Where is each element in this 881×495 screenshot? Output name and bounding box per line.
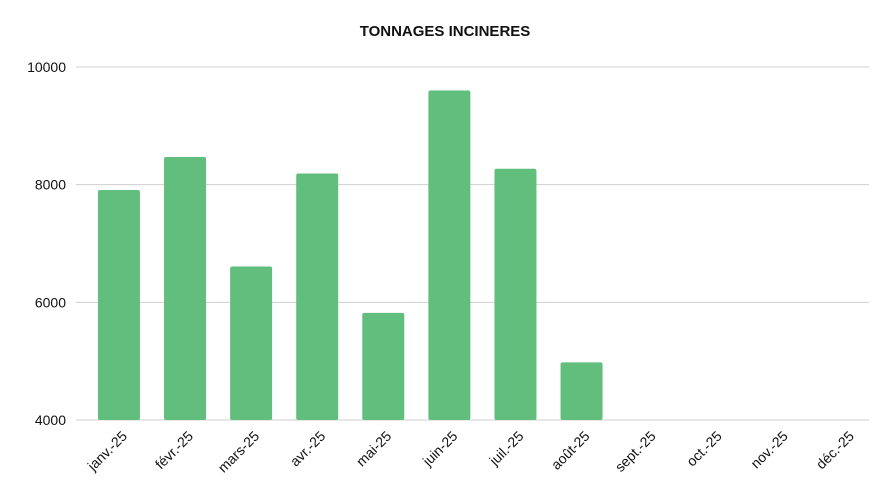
bar-3	[230, 266, 273, 420]
x-tick-label: oct.-25	[683, 428, 725, 470]
bar-5	[362, 312, 405, 420]
bar-4	[296, 173, 339, 420]
x-tick-label: sept.-25	[612, 428, 659, 475]
y-tick-label: 10000	[27, 59, 66, 75]
y-tick-label: 4000	[35, 412, 66, 428]
bar-8	[560, 362, 603, 420]
y-tick-label: 8000	[35, 177, 66, 193]
gridlines	[76, 66, 869, 421]
x-tick-label: mars-25	[215, 428, 263, 476]
x-tick-label: août-25	[548, 428, 593, 473]
y-tick-label: 6000	[35, 294, 66, 310]
x-tick-label: janv.-25	[84, 428, 131, 475]
bar-7	[494, 168, 537, 420]
y-axis-ticks: 4000 6000 8000 10000	[27, 59, 66, 428]
bar-6	[428, 90, 471, 421]
x-tick-label: mai-25	[353, 428, 395, 470]
x-tick-label: juin-25	[419, 428, 461, 470]
x-tick-label: nov.-25	[747, 428, 791, 472]
x-tick-label: juil.-25	[485, 428, 526, 469]
bars	[97, 90, 603, 421]
x-tick-label: févr.-25	[152, 428, 196, 472]
bar-1	[97, 189, 140, 420]
chart-title: TONNAGES INCINERES	[360, 23, 531, 40]
x-tick-label: déc.-25	[813, 428, 857, 472]
x-axis-ticks: janv.-25 févr.-25 mars-25 avr.-25 mai-25 juin…	[84, 428, 858, 476]
bar-2	[164, 157, 207, 420]
x-tick-label: avr.-25	[287, 428, 329, 470]
